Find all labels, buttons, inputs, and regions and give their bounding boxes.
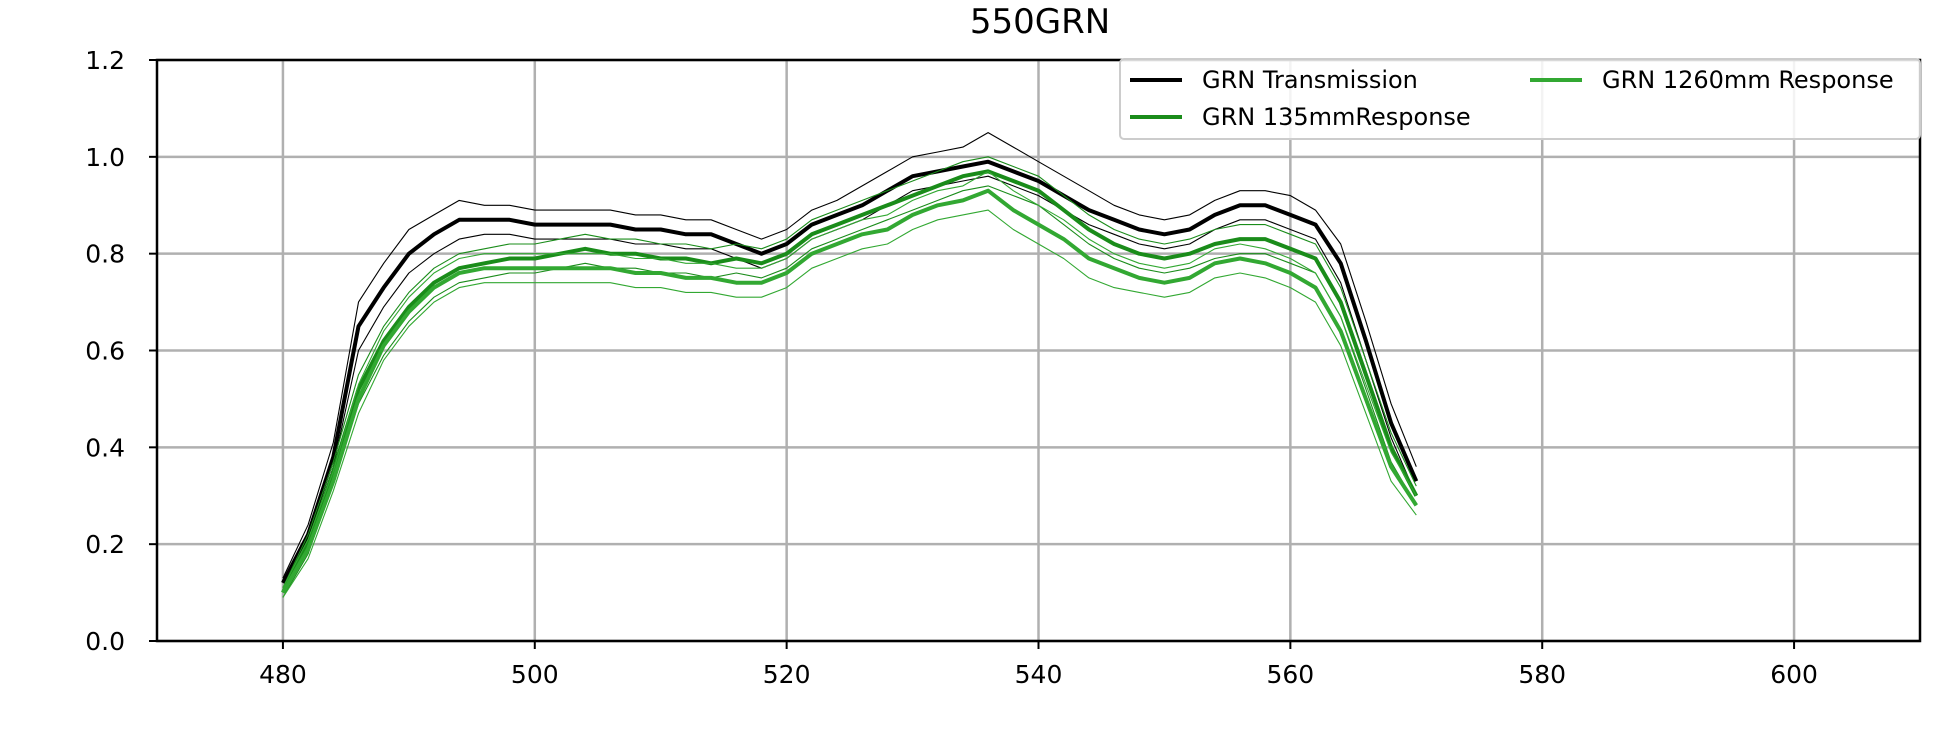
series-lower-line	[282, 209, 1417, 598]
x-tick-label: 500	[511, 660, 559, 689]
y-tick-label: 0.8	[85, 240, 125, 269]
y-tick-label: 1.0	[85, 143, 125, 172]
y-tick-label: 0.0	[85, 627, 125, 656]
series-line	[281, 169, 1419, 594]
series-2	[281, 170, 1418, 598]
y-tick-label: 1.2	[85, 46, 125, 75]
y-tick-label: 0.2	[85, 530, 125, 559]
series-layer	[281, 132, 1419, 598]
series-line	[281, 188, 1418, 594]
y-tick-label: 0.6	[85, 337, 125, 366]
x-tick-label: 580	[1518, 660, 1566, 689]
x-tick-label: 560	[1266, 660, 1314, 689]
x-tick-label: 480	[259, 660, 307, 689]
x-tick-label: 520	[763, 660, 811, 689]
series-lower-line	[282, 185, 1417, 598]
series-1	[281, 156, 1419, 598]
axis-ticks: 480 500 520 540 560 580 600 0.0 0.2 0.4 0.6 0.8 1.0 1…	[85, 46, 1818, 689]
series-upper-line	[282, 170, 1417, 588]
legend-label: GRN 1260mm Response	[1602, 66, 1894, 94]
legend-label: GRN Transmission	[1202, 66, 1418, 94]
series-line	[281, 159, 1419, 584]
x-tick-label: 540	[1015, 660, 1063, 689]
y-tick-label: 0.4	[85, 433, 125, 462]
x-tick-label: 600	[1770, 660, 1818, 689]
series-upper-line	[282, 156, 1417, 588]
legend: GRN Transmission GRN 135mmResponse GRN 126…	[1119, 58, 1921, 140]
legend-label: GRN 135mmResponse	[1202, 103, 1471, 131]
chart-title: 550GRN	[970, 2, 1110, 42]
series-upper-line	[282, 132, 1417, 579]
legend-box	[1119, 58, 1921, 140]
